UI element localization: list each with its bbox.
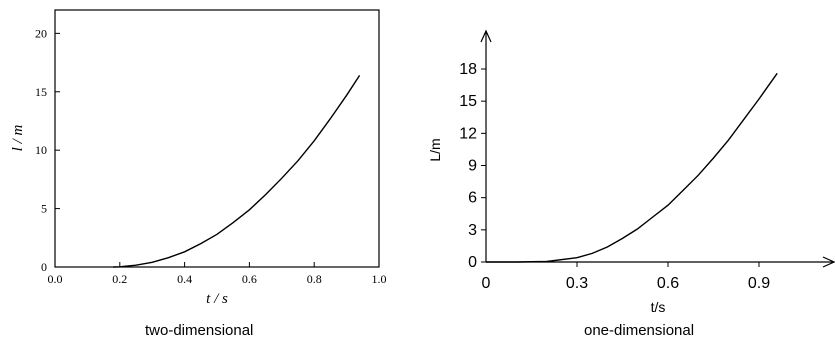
two-dimensional-chart: 0.0 0.2 0.4 0.6 0.8 1.0 0 5 10 15 20 t / s l / m [10,9,387,307]
y-tick-label: 12 [459,125,477,142]
caption-one-dimensional: one-dimensional [584,322,695,339]
y-tick-label: 0 [41,260,47,274]
series-line [486,72,778,263]
x-tick-label: 0.9 [748,275,770,292]
caption-two-dimensional: two-dimensional [145,322,254,339]
x-tick-label: 0.3 [566,275,588,292]
y-tick-label: 15 [35,85,47,99]
y-tick-label: 10 [35,143,47,157]
y-tick-label: 3 [468,222,477,239]
y-tick-label: 20 [35,26,47,40]
y-tick-label: 15 [459,93,477,110]
y-tick-label: 5 [41,202,47,216]
y-tick-label: 18 [459,61,477,78]
y-axis-label: l / m [10,125,26,152]
x-tick-label: 0.6 [657,275,679,292]
y-ticks: 0 5 10 15 20 [35,26,60,274]
one-dimensional-chart: 0 0.3 0.6 0.9 0 3 6 9 12 15 18 t/s L/m [427,29,835,315]
x-ticks: 0.0 0.2 0.4 0.6 0.8 1.0 [48,262,387,286]
x-tick-label: 0.4 [177,272,192,286]
x-tick-label: 0.0 [48,272,63,286]
x-tick-label: 0 [482,275,491,292]
x-tick-label: 1.0 [372,272,387,286]
x-axis-arrow [822,256,835,268]
plot-frame [54,9,380,268]
y-tick-label: 9 [468,158,477,175]
x-tick-label: 0.2 [112,272,127,286]
x-tick-label: 0.6 [242,272,257,286]
y-tick-label: 0 [468,254,477,271]
x-axis-label: t / s [206,291,228,307]
y-axis-label: L/m [427,138,443,161]
x-tick-label: 0.8 [307,272,322,286]
y-tick-label: 6 [468,190,477,207]
x-ticks: 0 0.3 0.6 0.9 [482,262,770,292]
y-axis-arrow [480,29,492,43]
x-axis-label: t/s [651,299,666,315]
y-ticks: 0 3 6 9 12 15 18 [459,61,486,271]
series-line [113,75,361,268]
